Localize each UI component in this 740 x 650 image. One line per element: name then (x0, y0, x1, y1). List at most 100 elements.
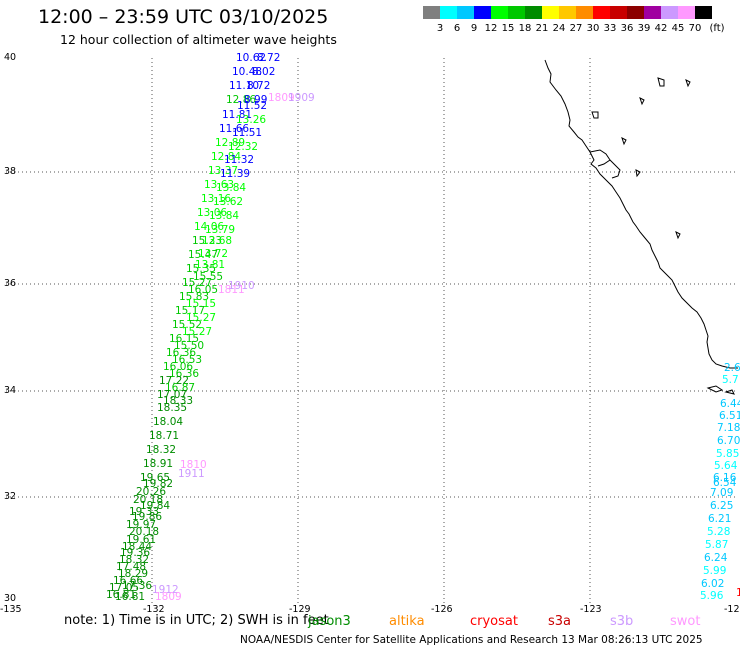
wave-height-label: 13.62 (213, 196, 243, 208)
wave-height-label: 16.15 (169, 333, 199, 345)
wave-height-label: 6.02 (701, 578, 724, 590)
scale-swatch (508, 6, 525, 19)
legend-s3b: s3b (610, 614, 634, 629)
wave-height-label: 15.55 (193, 271, 223, 283)
wave-height-label: 2.6 (724, 362, 740, 374)
wave-height-label: 6.70 (717, 435, 740, 447)
wave-height-label: 12.32 (228, 141, 258, 153)
wave-height-label: 6.44 (720, 398, 740, 410)
lon-label: -126 (431, 604, 453, 615)
wave-height-label: 6.25 (710, 500, 733, 512)
scale-label: 30 (586, 23, 600, 34)
scale-swatch (644, 6, 661, 19)
wave-height-label: 19.84 (140, 500, 170, 512)
lon-label: -123 (580, 604, 602, 615)
wave-height-label: 1811 (218, 284, 245, 296)
wave-height-label: 15.15 (186, 298, 216, 310)
wave-height-label: 6.24 (704, 552, 728, 564)
wave-height-label: 15.17 (175, 305, 205, 317)
wave-height-label: 16.53 (172, 354, 202, 366)
lat-label: 30 (4, 593, 16, 604)
wave-height-label: 13.37 (208, 165, 238, 177)
wave-height-label: 7.09 (710, 487, 733, 499)
scale-label: 24 (552, 23, 566, 34)
wave-height-label: 1909 (288, 92, 315, 104)
wave-height-label: 6.16 (713, 472, 737, 484)
lat-label: 40 (4, 52, 16, 63)
scale-label: 27 (569, 23, 583, 34)
wave-height-label: 13.06 (197, 207, 227, 219)
wave-height-label: 16.87 (165, 382, 195, 394)
wave-height-label: 5.87 (705, 539, 728, 551)
wave-height-label: 11.52 (237, 100, 267, 112)
scale-swatch (661, 6, 678, 19)
scale-swatch (423, 6, 440, 19)
wave-height-label: 20.18 (133, 494, 163, 506)
wave-height-label: 11.81 (222, 109, 252, 121)
wave-height-label: 18.91 (143, 458, 173, 470)
wave-height-label: 1810 (180, 459, 207, 471)
wave-height-label: 10.48 (232, 66, 262, 78)
wave-height-label: 5.28 (707, 526, 730, 538)
lon-label: -120 (724, 604, 740, 615)
wave-height-label: 17.22 (159, 375, 189, 387)
wave-height-label: 6.21 (708, 513, 731, 525)
wave-height-label: 1912 (152, 584, 179, 596)
wave-height-label: 12.84 (211, 151, 241, 163)
wave-height-label: 19.61 (126, 534, 156, 546)
scale-label: 21 (535, 23, 549, 34)
wave-height-label: 17.36 (122, 580, 152, 592)
scale-swatch (695, 6, 712, 19)
scale-label: 33 (603, 23, 617, 34)
scale-swatch (576, 6, 593, 19)
wave-height-label: 6.51 (719, 410, 740, 422)
wave-height-label: 19.97 (126, 519, 156, 531)
wave-height-label: 15.27 (182, 326, 212, 338)
latitude-labels: 40 38 36 34 32 30 (4, 52, 16, 604)
scale-label: 12 (484, 23, 498, 34)
scale-swatch (491, 6, 508, 19)
lat-label: 36 (4, 278, 16, 289)
wave-height-label: 11.51 (232, 127, 262, 139)
lat-label: 38 (4, 166, 16, 177)
scale-label: 18 (518, 23, 532, 34)
wave-height-label: 16.66 (113, 575, 143, 587)
wave-height-label: 19.86 (132, 511, 162, 523)
wave-height-label: 5.64 (714, 460, 738, 472)
wave-height-label: 1809 (155, 591, 182, 603)
scale-label: 15 (501, 23, 515, 34)
scale-swatch (559, 6, 576, 19)
legend-altika: altika (389, 614, 425, 629)
wave-height-label: 6.54 (713, 477, 737, 489)
wave-height-label: 17.05 (109, 582, 139, 594)
wave-height-label: 11.66 (219, 123, 249, 135)
wave-height-label: 1911 (178, 468, 205, 480)
wave-height-label: 8.72 (257, 52, 280, 64)
wave-height-label: 18.44 (122, 541, 152, 553)
footnote: note: 1) Time is in UTC; 2) SWH is in fe… (64, 613, 329, 628)
wave-height-label: 5.99 (703, 565, 726, 577)
wave-height-label: 16.81 (115, 591, 145, 603)
wave-height-label: 19.36 (120, 547, 150, 559)
lon-label: -129 (289, 604, 311, 615)
wave-height-label: 15.35 (186, 263, 216, 275)
wave-height-label: 11.39 (220, 168, 250, 180)
wave-height-label: 15.27 (186, 312, 216, 324)
wave-height-label: 18.04 (153, 416, 183, 428)
wave-height-label: 16.05 (188, 284, 218, 296)
page-subtitle: 12 hour collection of altimeter wave hei… (60, 32, 337, 47)
wave-height-label: 8.02 (252, 66, 275, 78)
wave-height-label: 15.23 (192, 235, 222, 247)
wave-height-label: 5.85 (716, 448, 739, 460)
scale-label: 9 (470, 23, 478, 34)
wave-height-label: 14.06 (194, 221, 224, 233)
lat-label: 32 (4, 491, 16, 502)
wave-height-label: 13.16 (201, 193, 231, 205)
lon-label: -135 (0, 604, 22, 615)
wave-height-label: 20.26 (136, 486, 166, 498)
scale-swatch (610, 6, 627, 19)
wave-height-label: 13.84 (209, 210, 239, 222)
